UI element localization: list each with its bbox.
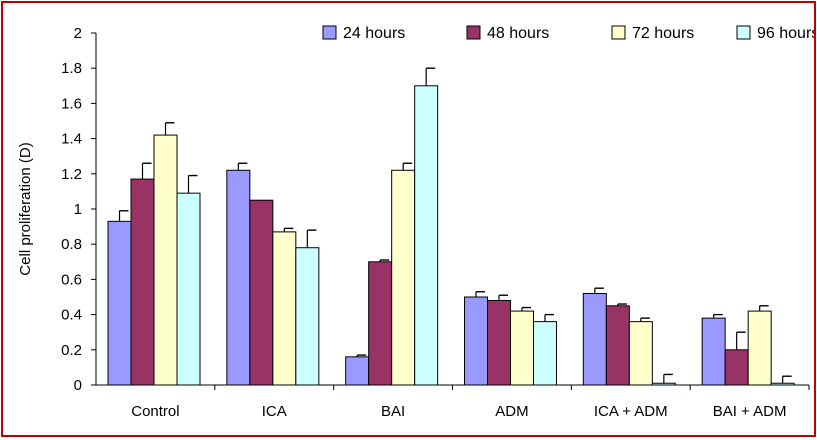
y-tick-label-0: 0 bbox=[74, 377, 82, 394]
bar-1-1 bbox=[249, 199, 274, 386]
y-tick-label-2: 0.4 bbox=[61, 307, 82, 324]
bar-2-4 bbox=[628, 321, 653, 386]
legend-label-2: 72 hours bbox=[632, 25, 694, 42]
y-tick-label-4: 0.8 bbox=[61, 236, 82, 253]
y-tick-label-1: 0.2 bbox=[61, 342, 82, 359]
bar-3-0 bbox=[176, 192, 201, 386]
legend-label-1: 48 hours bbox=[487, 25, 549, 42]
bar-2-0 bbox=[153, 134, 178, 386]
y-tick-label-8: 1.6 bbox=[61, 95, 82, 112]
legend-label-0: 24 hours bbox=[343, 25, 405, 42]
x-tick-label-3: ADM bbox=[495, 403, 528, 420]
legend-swatch-1 bbox=[466, 25, 481, 40]
bar-3-1 bbox=[295, 247, 320, 386]
bar-1-5 bbox=[724, 349, 749, 386]
y-tick-label-6: 1.2 bbox=[61, 166, 82, 183]
bar-chart: 0 0.2 0.4 0.6 0.8 1 1.2 1.4 1.6 1.8 2 Control ICA BA… bbox=[17, 25, 814, 420]
bar-0-4 bbox=[582, 292, 607, 386]
bar-1-2 bbox=[368, 261, 393, 386]
bar-0-0 bbox=[107, 220, 132, 386]
bar-3-4 bbox=[651, 382, 676, 386]
x-tick-label-2: BAI bbox=[381, 403, 405, 420]
y-axis-label: Cell proliferation (D) bbox=[17, 142, 34, 275]
bar-1-3 bbox=[487, 300, 511, 386]
y-tick-label-5: 1 bbox=[74, 201, 82, 218]
x-tick-label-4: ICA + ADM bbox=[594, 403, 668, 420]
bar-0-1 bbox=[226, 169, 251, 386]
error-bars bbox=[118, 67, 792, 384]
bar-0-5 bbox=[701, 317, 726, 386]
bar-3-5 bbox=[770, 382, 795, 386]
legend-swatch-2 bbox=[611, 25, 626, 40]
legend-swatch-0 bbox=[322, 25, 337, 40]
bar-0-3 bbox=[464, 296, 488, 386]
legend-label-3: 96 hours bbox=[757, 25, 814, 42]
x-tick-label-1: ICA bbox=[262, 403, 287, 420]
bar-2-5 bbox=[747, 310, 772, 386]
x-tick-label-0: Control bbox=[131, 403, 179, 420]
bar-2-1 bbox=[272, 231, 297, 386]
legend-swatch-3 bbox=[736, 25, 751, 40]
y-tick-label-10: 2 bbox=[74, 25, 82, 42]
bar-0-2 bbox=[345, 356, 370, 386]
bar-3-2 bbox=[414, 85, 439, 386]
y-tick-label-7: 1.4 bbox=[61, 131, 82, 148]
bar-2-3 bbox=[510, 310, 534, 386]
x-tick-labels: Control ICA BAI ADM ICA + ADM BAI + ADM bbox=[131, 403, 786, 420]
y-tick-label-3: 0.6 bbox=[61, 271, 82, 288]
y-ticks: 0 0.2 0.4 0.6 0.8 1 1.2 1.4 1.6 1.8 2 bbox=[61, 25, 96, 394]
bar-1-4 bbox=[605, 305, 630, 386]
x-tick-label-5: BAI + ADM bbox=[713, 403, 787, 420]
legend: 24 hours 48 hours 72 hours 96 hours bbox=[322, 25, 814, 42]
bars bbox=[107, 85, 795, 386]
y-tick-label-9: 1.8 bbox=[61, 60, 82, 77]
bar-2-2 bbox=[391, 169, 416, 386]
bar-3-3 bbox=[533, 321, 557, 386]
bar-1-0 bbox=[130, 178, 155, 386]
